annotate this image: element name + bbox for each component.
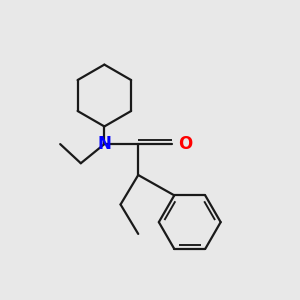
Text: N: N [98, 135, 111, 153]
Text: O: O [178, 135, 193, 153]
